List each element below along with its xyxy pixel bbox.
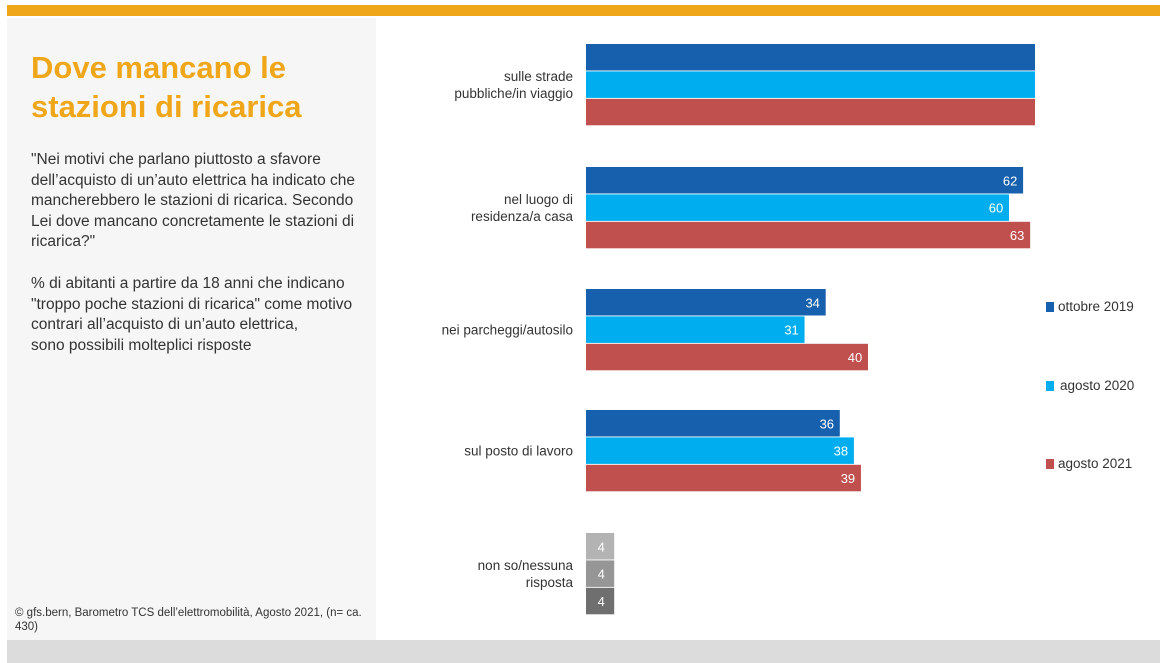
- bar: [586, 316, 805, 343]
- data-label: 34: [805, 295, 819, 310]
- data-label: 40: [848, 350, 862, 365]
- legend-swatch: [1046, 381, 1054, 391]
- legend-label: agosto 2020: [1060, 378, 1135, 393]
- data-label: 39: [841, 471, 855, 486]
- bar: [586, 167, 1024, 194]
- bar: [586, 44, 1035, 71]
- page-title: Dove mancano le stazioni di ricarica: [31, 50, 302, 124]
- bar: [586, 533, 615, 560]
- left-panel: [7, 18, 376, 640]
- bar: [586, 560, 615, 587]
- bar: [586, 437, 854, 464]
- data-label: 4: [598, 567, 605, 582]
- legend-swatch: [1046, 459, 1054, 469]
- category-label: sul posto di lavoro: [464, 444, 573, 459]
- category-label: non so/nessuna risposta: [478, 558, 574, 590]
- category-label: sulle strade pubbliche/in viaggio: [454, 69, 573, 101]
- legend-label: agosto 2021: [1058, 456, 1133, 471]
- bar: [586, 343, 868, 371]
- legend-label: ottobre 2019: [1058, 299, 1134, 314]
- bar: [586, 71, 1035, 98]
- bar: [586, 221, 1031, 249]
- survey-note: % di abitanti a partire da 18 anni che i…: [31, 275, 353, 354]
- data-label: 38: [834, 444, 848, 459]
- bar: [586, 98, 1035, 126]
- data-label: 60: [989, 201, 1003, 216]
- bar: [586, 464, 861, 492]
- data-label: 36: [820, 416, 834, 431]
- data-label: 62: [1003, 173, 1017, 188]
- bottom-bar: [7, 640, 1160, 663]
- source-note: © gfs.bern, Barometro TCS dell’elettromo…: [15, 607, 362, 633]
- data-label: 4: [598, 594, 605, 609]
- survey-question: "Nei motivi che parlano piuttosto a sfav…: [31, 151, 355, 250]
- top-accent-bar: [7, 5, 1160, 16]
- category-label: nei parcheggi/autosilo: [442, 323, 573, 338]
- bar: [586, 587, 615, 615]
- bar: [586, 410, 840, 437]
- data-label: 63: [1010, 228, 1024, 243]
- bar: [586, 194, 1009, 221]
- category-label: nel luogo di residenza/a casa: [471, 192, 574, 224]
- data-label: 31: [784, 323, 798, 338]
- data-label: 4: [598, 539, 605, 554]
- legend-swatch: [1046, 302, 1054, 312]
- bar: [586, 289, 826, 316]
